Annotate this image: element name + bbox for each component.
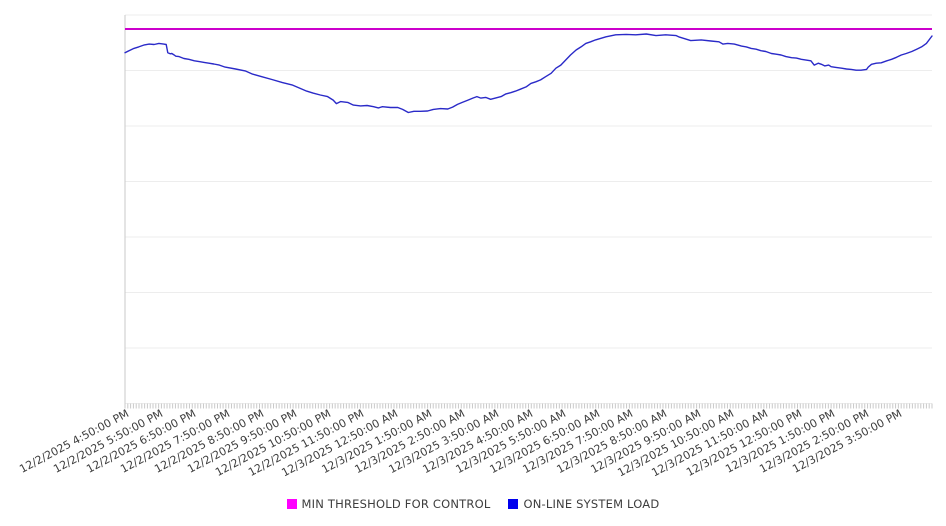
legend-label: MIN THRESHOLD FOR CONTROL	[301, 497, 491, 511]
legend-swatch-magenta-icon	[286, 499, 297, 509]
legend-item-online-system-load[interactable]: ON-LINE SYSTEM LOAD	[508, 497, 659, 511]
legend-item-min-threshold[interactable]: MIN THRESHOLD FOR CONTROL	[286, 497, 491, 511]
legend-label: ON-LINE SYSTEM LOAD	[523, 497, 660, 511]
legend-swatch-blue-icon	[508, 499, 519, 509]
chart-legend: MIN THRESHOLD FOR CONTROL ON-LINE SYSTEM…	[0, 497, 946, 511]
